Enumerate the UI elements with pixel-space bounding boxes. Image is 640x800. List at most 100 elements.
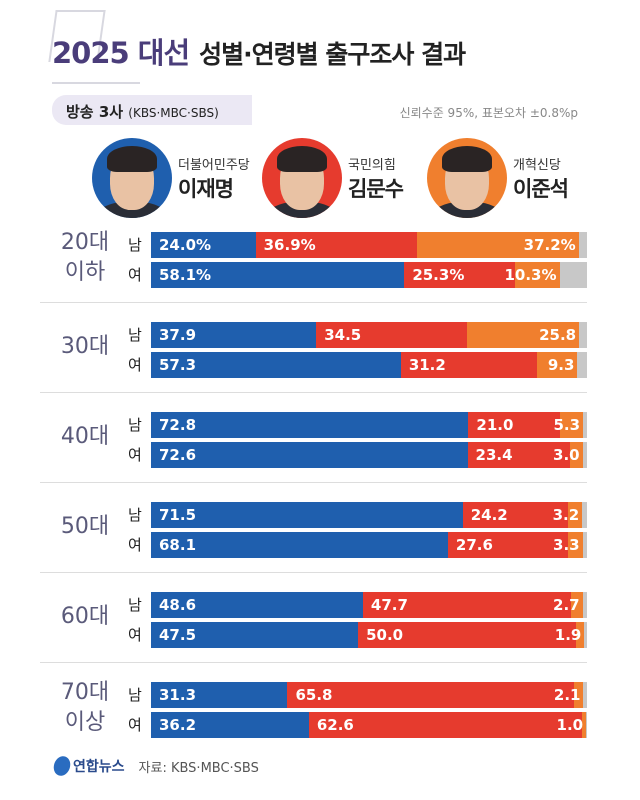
data-label: 23.4	[475, 446, 513, 464]
bar-segment-kim-moonsoo: 31.2	[400, 352, 537, 378]
bar-segment-lee-jaemyung: 48.6	[151, 592, 363, 618]
bar-segment-kim-moonsoo: 23.4	[467, 442, 570, 468]
data-label: 3.2	[552, 506, 580, 524]
gender-label: 여	[128, 536, 142, 554]
bar-segment-lee-junseok: 3.3	[553, 532, 583, 558]
logo-icon	[51, 753, 73, 779]
bar-row: 47.5 50.0 1.9	[151, 622, 587, 648]
age-label-line: 30대	[60, 334, 110, 359]
data-label: 50.0	[366, 626, 404, 644]
candidate-name: 이준석	[513, 176, 569, 201]
bar-segment-lee-junseok: 37.2%	[416, 232, 579, 258]
gender-label: 여	[128, 356, 142, 374]
bar-segment-lee-jaemyung: 72.6	[151, 442, 468, 468]
bar-row: 31.3 65.8 2.1	[151, 682, 587, 708]
title-rest: 성별·연령별 출구조사 결과	[199, 40, 466, 69]
data-label: 36.2	[159, 716, 197, 734]
bar-segment-lee-jaemyung: 72.8	[151, 412, 469, 438]
bar-segment-lee-jaemyung: 68.1	[151, 532, 448, 558]
bar-segment-kim-moonsoo: 25.3%	[404, 262, 515, 288]
data-label: 36.9%	[263, 236, 316, 254]
bar-segment-kim-moonsoo: 47.7	[362, 592, 571, 618]
data-label: 1.0	[556, 716, 584, 734]
age-label-line: 50대	[60, 514, 110, 539]
data-label: 72.8	[159, 416, 197, 434]
gender-label: 여	[128, 716, 142, 734]
bar-segment-kim-moonsoo: 34.5	[316, 322, 467, 348]
subtitle-detail: (KBS·MBC·SBS)	[128, 106, 219, 120]
data-label: 24.0%	[159, 236, 212, 254]
bar-segment-lee-junseok: 10.3%	[504, 262, 560, 288]
candidate-name: 김문수	[348, 176, 404, 201]
party-name: 개혁신당	[513, 157, 561, 173]
yonhap-logo: 연합뉴스	[51, 753, 125, 779]
data-label: 72.6	[159, 446, 197, 464]
data-label: 65.8	[295, 686, 333, 704]
gender-label: 여	[128, 446, 142, 464]
bar-segment-lee-jaemyung: 36.2	[151, 712, 309, 738]
candidate-1: 국민의힘 김문수	[262, 138, 404, 218]
candidate-photo	[262, 138, 342, 218]
candidate-name: 이재명	[178, 176, 234, 201]
bar-row: 24.0% 36.9% 37.2%	[151, 232, 587, 258]
data-label: 2.7	[553, 596, 580, 614]
group-divider	[40, 392, 587, 393]
data-label: 25.8	[539, 326, 577, 344]
age-group: 50대 남 71.5 24.2 3.2 여 68.1 27.6 3.3	[40, 498, 587, 588]
bar-segment-kim-moonsoo: 62.6	[308, 712, 582, 738]
data-label: 68.1	[159, 536, 197, 554]
bar-row: 48.6 47.7 2.7	[151, 592, 587, 618]
bar-segment-lee-junseok: 1.9	[555, 622, 585, 648]
bar-row: 68.1 27.6 3.3	[151, 532, 587, 558]
gender-label: 남	[128, 596, 142, 614]
data-label: 5.3	[553, 416, 581, 434]
bar-segment-lee-jaemyung: 58.1%	[151, 262, 405, 288]
data-label: 10.3%	[504, 266, 557, 284]
group-divider	[40, 662, 587, 663]
gender-label: 남	[128, 686, 142, 704]
age-label-line: 20대	[60, 230, 110, 255]
bar-segment-lee-jaemyung: 47.5	[151, 622, 359, 648]
data-label: 58.1%	[159, 266, 212, 284]
data-label: 3.3	[553, 536, 580, 554]
subtitle-label: 방송 3사	[66, 103, 124, 121]
data-label: 71.5	[159, 506, 197, 524]
bar-segment-kim-moonsoo: 24.2	[462, 502, 569, 528]
gender-label: 남	[128, 416, 142, 434]
bar-segment-lee-junseok: 2.1	[554, 682, 584, 708]
data-label: 57.3	[159, 356, 197, 374]
data-label: 1.9	[554, 626, 582, 644]
candidate-0: 더불어민주당 이재명	[92, 138, 250, 218]
age-label-line: 60대	[60, 604, 110, 629]
bar-segment-lee-junseok: 3.2	[553, 502, 583, 528]
data-label: 25.3%	[412, 266, 465, 284]
age-group: 60대 남 48.6 47.7 2.7 여 47.5 50.0 1.9	[40, 588, 587, 678]
age-label: 40대	[40, 422, 130, 452]
gender-label: 여	[128, 626, 142, 644]
data-label: 37.9	[159, 326, 197, 344]
footer: 연합뉴스 자료: KBS·MBC·SBS	[51, 753, 259, 779]
gender-label: 남	[128, 326, 142, 344]
bar-segment-lee-junseok: 2.7	[553, 592, 583, 618]
bar-segment-kim-moonsoo: 21.0	[468, 412, 560, 438]
data-label: 2.1	[553, 686, 581, 704]
group-divider	[40, 482, 587, 483]
bar-segment-lee-jaemyung: 71.5	[151, 502, 463, 528]
bar-row: 36.2 62.6 1.0	[151, 712, 587, 738]
subtitle-pill: 방송 3사 (KBS·MBC·SBS)	[52, 95, 252, 125]
data-label: 27.6	[455, 536, 493, 554]
bar-segment-lee-junseok: 9.3	[536, 352, 578, 378]
age-label: 50대	[40, 512, 130, 542]
bar-segment-lee-junseok: 25.8	[466, 322, 580, 348]
age-label-line: 이상	[64, 710, 106, 735]
data-label: 31.3	[159, 686, 197, 704]
bar-segment-kim-moonsoo: 50.0	[358, 622, 577, 648]
age-label-line: 70대	[60, 680, 110, 705]
age-group: 30대 남 37.9 34.5 25.8 여 57.3 31.2 9.3	[40, 318, 587, 408]
bar-segment-kim-moonsoo: 27.6	[447, 532, 569, 558]
gender-label: 여	[128, 266, 142, 284]
data-label: 47.7	[370, 596, 408, 614]
data-label: 9.3	[547, 356, 575, 374]
data-label: 21.0	[476, 416, 514, 434]
